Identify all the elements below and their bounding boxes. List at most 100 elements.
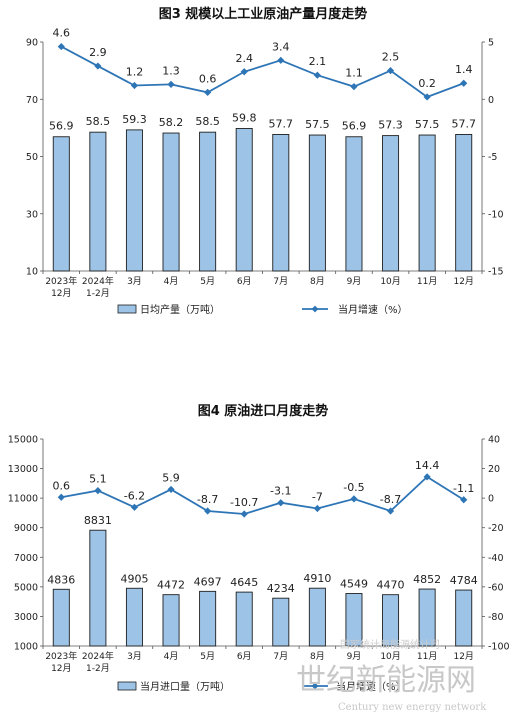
growth-point bbox=[460, 79, 468, 87]
bar-value-label: 4549 bbox=[340, 578, 368, 591]
legend-bar-swatch bbox=[117, 304, 137, 314]
bar-value-label: 8831 bbox=[84, 514, 112, 527]
growth-value-label: 1.2 bbox=[126, 66, 144, 79]
bar bbox=[308, 587, 326, 647]
growth-value-label: -6.2 bbox=[124, 489, 145, 502]
bar-value-label: 59.3 bbox=[122, 113, 147, 126]
bar-value-label: 56.9 bbox=[342, 120, 367, 133]
x-tick-label: 6月 bbox=[237, 651, 252, 662]
bar bbox=[418, 134, 436, 272]
y-left-tick-label: 1000 bbox=[14, 642, 38, 653]
y-right-tick-label: -60 bbox=[488, 582, 504, 593]
bar-value-label: 56.9 bbox=[49, 120, 74, 133]
legend-bar-label: 日均产量（万吨） bbox=[140, 303, 220, 316]
y-right-tick-label: -100 bbox=[488, 642, 510, 653]
y-right-tick-label: -15 bbox=[488, 267, 504, 278]
x-tick-label: 1-2月 bbox=[86, 663, 110, 674]
bar bbox=[199, 590, 217, 647]
watermark-sub-text: Century new energy network bbox=[338, 702, 487, 713]
bar bbox=[455, 134, 473, 272]
bar bbox=[345, 593, 363, 647]
growth-point bbox=[240, 510, 248, 518]
y-right-tick-label: 0 bbox=[488, 494, 494, 505]
x-tick-label: 1-2月 bbox=[86, 288, 110, 299]
bar bbox=[235, 591, 253, 647]
bar bbox=[308, 134, 326, 272]
growth-value-label: -0.5 bbox=[343, 481, 364, 494]
growth-value-label: 14.4 bbox=[415, 459, 440, 472]
bar-value-label: 59.8 bbox=[232, 111, 257, 124]
y-left-tick-label: 70 bbox=[26, 95, 38, 106]
watermark-overlay-text: 国家统计局能源统计司 bbox=[340, 638, 440, 651]
growth-value-label: 0.6 bbox=[53, 479, 71, 492]
y-left-tick-label: 10 bbox=[26, 267, 38, 278]
growth-point bbox=[167, 80, 175, 88]
y-right-tick-label: 20 bbox=[488, 464, 500, 475]
growth-value-label: 2.1 bbox=[309, 55, 327, 68]
growth-point bbox=[57, 42, 65, 51]
y-left-tick-label: 9000 bbox=[14, 523, 38, 534]
bar-value-label: 58.2 bbox=[159, 116, 184, 129]
bar bbox=[125, 587, 143, 647]
y-right-tick-label: -5 bbox=[488, 152, 497, 163]
growth-value-label: -8.7 bbox=[197, 493, 218, 506]
growth-point bbox=[277, 56, 285, 64]
bar-value-label: 58.5 bbox=[195, 115, 220, 128]
growth-point bbox=[460, 496, 468, 504]
chart-title: 图3 规模以上工业原油产量月度走势 bbox=[159, 6, 368, 22]
growth-value-label: 3.4 bbox=[272, 40, 290, 53]
legend-line-marker bbox=[311, 305, 319, 313]
growth-point bbox=[350, 83, 358, 91]
x-tick-label: 8月 bbox=[310, 276, 325, 287]
bar-value-label: 4836 bbox=[47, 573, 75, 586]
bar-value-label: 58.5 bbox=[86, 115, 111, 128]
bar bbox=[272, 597, 290, 647]
growth-value-label: -1.1 bbox=[453, 482, 474, 495]
growth-value-label: 5.1 bbox=[89, 473, 107, 486]
bar-value-label: 4234 bbox=[267, 582, 295, 595]
y-right-tick-label: 0 bbox=[488, 95, 494, 106]
chart-crude-oil-output: 图3 规模以上工业原油产量月度走势 10 30 50 70 90 -15 -10 -5 0 5 202… bbox=[26, 6, 504, 316]
y-right-tick-label: 40 bbox=[488, 435, 500, 446]
x-tick-label: 7月 bbox=[273, 276, 288, 287]
legend-line-marker bbox=[311, 682, 319, 690]
bar bbox=[52, 588, 70, 647]
y-right-tick-label: -40 bbox=[488, 553, 504, 564]
bar bbox=[455, 589, 473, 647]
bar-value-label: 57.7 bbox=[451, 117, 476, 130]
growth-line bbox=[61, 475, 465, 515]
y-left-tick-label: 15000 bbox=[8, 435, 38, 446]
x-tick-label: 7月 bbox=[273, 651, 288, 662]
growth-value-label: 1.3 bbox=[162, 64, 180, 77]
bar bbox=[125, 129, 143, 272]
bar bbox=[199, 131, 217, 272]
growth-point bbox=[313, 71, 321, 79]
y-right-tick-label: 5 bbox=[488, 38, 494, 49]
y-right-tick-label: -10 bbox=[488, 209, 504, 220]
y-left-tick-label: 90 bbox=[26, 38, 38, 49]
bar bbox=[418, 588, 436, 647]
growth-value-label: 0.2 bbox=[418, 77, 436, 90]
bar-value-label: 4470 bbox=[377, 579, 405, 592]
y-left-tick-label: 5000 bbox=[14, 582, 38, 593]
bar bbox=[382, 594, 400, 647]
growth-point bbox=[94, 62, 102, 70]
growth-point bbox=[386, 67, 395, 75]
bar-value-label: 57.3 bbox=[378, 119, 403, 132]
growth-point bbox=[240, 68, 248, 76]
y-left-tick-label: 7000 bbox=[14, 553, 38, 564]
bar-value-label: 57.5 bbox=[415, 118, 440, 131]
legend-bar-swatch bbox=[117, 681, 137, 691]
x-tick-label: 3月 bbox=[127, 651, 142, 662]
y-left-tick-label: 11000 bbox=[8, 494, 38, 505]
growth-value-label: 2.5 bbox=[382, 51, 400, 64]
growth-value-label: -10.7 bbox=[230, 496, 258, 509]
growth-value-label: 4.6 bbox=[53, 27, 71, 40]
x-tick-label: 8月 bbox=[310, 651, 325, 662]
x-tick-label: 4月 bbox=[164, 651, 179, 662]
bar-value-label: 4905 bbox=[120, 572, 148, 585]
growth-value-label: 1.1 bbox=[345, 67, 363, 80]
bar bbox=[162, 132, 180, 272]
growth-value-label: 1.4 bbox=[455, 63, 473, 76]
